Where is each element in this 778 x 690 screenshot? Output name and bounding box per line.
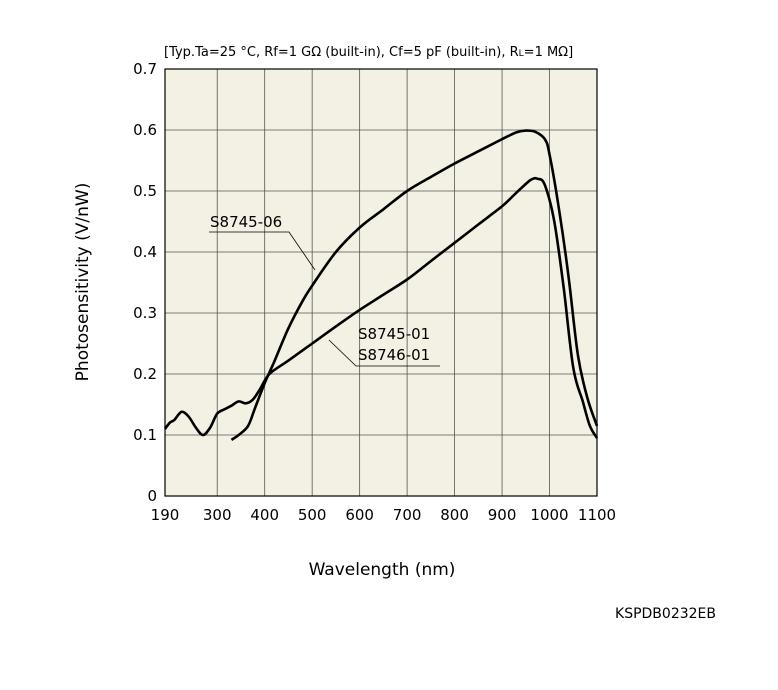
series-label-s8745-06: S8745-06: [210, 213, 282, 231]
series-label-s8746-01: S8746-01: [358, 346, 430, 364]
x-tick-label: 1100: [578, 506, 616, 524]
leader-line-s8745-01: [328, 339, 440, 367]
y-tick-labels: 0 0.1 0.2 0.3 0.4 0.5 0.6 0.7: [133, 60, 157, 505]
conditions-subscript: L: [519, 49, 524, 59]
y-tick-label: 0.4: [133, 243, 157, 261]
x-tick-label: 500: [298, 506, 327, 524]
x-tick-label: 300: [203, 506, 232, 524]
x-tick-label: 700: [393, 506, 422, 524]
x-tick-label: 190: [151, 506, 180, 524]
series-layer: [163, 129, 599, 441]
y-tick-label: 0.5: [133, 182, 157, 200]
x-tick-label: 800: [440, 506, 469, 524]
y-tick-label: 0.1: [133, 426, 157, 444]
y-tick-label: 0.2: [133, 365, 157, 383]
document-code: KSPDB0232EB: [615, 606, 716, 622]
y-tick-label: 0.6: [133, 121, 157, 139]
x-tick-labels: 190 300 400 500 600 700 800 900 1000 1100: [151, 506, 616, 524]
series-label-s8745-01: S8745-01: [358, 325, 430, 343]
conditions-label: [Typ.Ta=25 °C, Rf=1 GΩ (built-in), Cf=5 …: [164, 45, 573, 60]
plot-frame: [164, 68, 598, 497]
leader-line-s8745-06: [209, 231, 316, 271]
plot-background: [165, 69, 597, 496]
y-tick-label: 0.7: [133, 60, 157, 78]
series-line-s8745-01: [163, 176, 599, 439]
x-tick-label: 600: [345, 506, 374, 524]
x-tick-label: 400: [250, 506, 279, 524]
x-tick-label: 900: [488, 506, 517, 524]
y-tick-label: 0: [147, 487, 157, 505]
y-axis-label: Photosensitivity (V/nW): [73, 183, 93, 382]
y-tick-label: 0.3: [133, 304, 157, 322]
x-axis-label: Wavelength (nm): [309, 560, 456, 580]
x-tick-label: 1000: [530, 506, 568, 524]
